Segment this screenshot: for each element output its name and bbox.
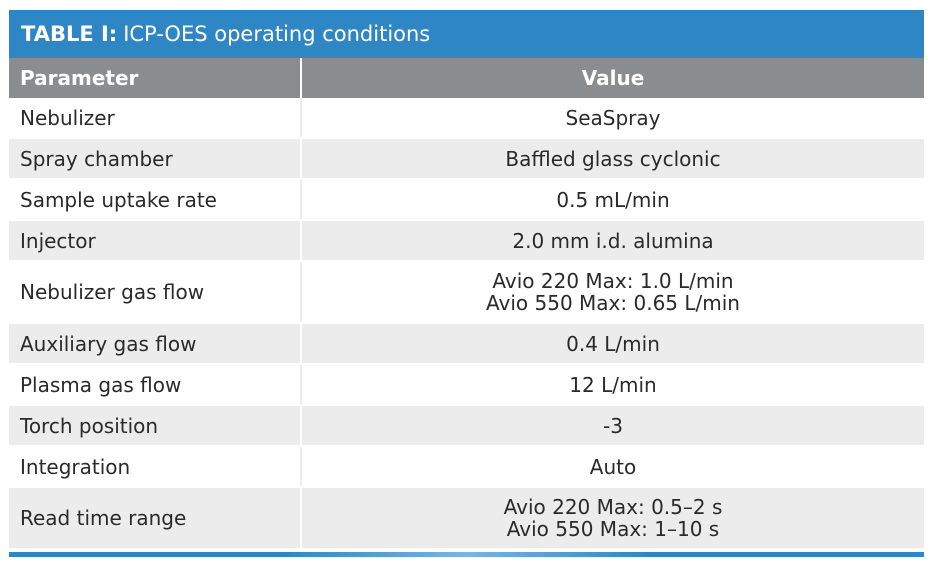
value-line: Avio 220 Max: 0.5–2 s [503,495,723,519]
value-cell: Avio 220 Max: 1.0 L/min Avio 550 Max: 0.6… [301,261,924,324]
parameter-cell: Read time range [9,487,302,550]
value-cell: SeaSpray [301,98,924,139]
value-cell: Baffled glass cyclonic [301,138,924,180]
table-row: Nebulizer gas flow Avio 220 Max: 1.0 L/mi… [9,261,924,324]
value-line: Avio 550 Max: 0.65 L/min [486,291,740,315]
value-cell: -3 [301,405,924,447]
value-line: 2.0 mm i.d. alumina [512,228,714,253]
table-title-text: ICP-OES operating conditions [123,22,431,46]
value-cell: Auto [301,446,924,488]
value-line: 0.5 mL/min [556,187,670,212]
value-line: SeaSpray [565,105,661,130]
value-line: Avio 220 Max: 1.0 L/min [492,269,734,293]
value-cell: Avio 220 Max: 0.5–2 s Avio 550 Max: 1–10 … [301,487,924,550]
value-line: 0.4 L/min [566,331,660,356]
parameter-cell: Torch position [9,405,302,447]
parameter-cell: Injector [9,220,302,262]
table-row: Spray chamber Baffled glass cyclonic [9,138,924,180]
parameter-cell: Sample uptake rate [9,179,302,221]
table-title-bar: TABLE I: ICP-OES operating conditions [9,10,924,58]
table-container: TABLE I: ICP-OES operating conditions Pa… [9,10,924,557]
operating-conditions-table: Parameter Value Nebulizer SeaSpray Spray c… [9,58,924,550]
table-row: Torch position -3 [9,405,924,447]
table-row: Read time range Avio 220 Max: 0.5–2 s Avio… [9,487,924,550]
value-line: 12 L/min [569,372,657,397]
parameter-cell: Nebulizer [9,98,302,139]
value-line: Auto [589,454,637,479]
parameter-cell: Auxiliary gas flow [9,323,302,365]
value-cell: 2.0 mm i.d. alumina [301,220,924,262]
table-row: Plasma gas flow 12 L/min [9,364,924,406]
table-row: Integration Auto [9,446,924,488]
table-body: Nebulizer SeaSpray Spray chamber Baffled gl… [9,98,924,550]
column-header-value: Value [301,58,924,98]
table-row: Sample uptake rate 0.5 mL/min [9,179,924,221]
value-line: Avio 550 Max: 1–10 s [506,517,720,541]
table-row: Nebulizer SeaSpray [9,98,924,139]
parameter-cell: Integration [9,446,302,488]
bottom-rule [9,552,924,557]
table-row: Auxiliary gas flow 0.4 L/min [9,323,924,365]
value-cell: 0.5 mL/min [301,179,924,221]
parameter-cell: Plasma gas flow [9,364,302,406]
value-line: -3 [603,413,623,438]
value-cell: 0.4 L/min [301,323,924,365]
value-line: Baffled glass cyclonic [505,146,721,171]
table-row: Injector 2.0 mm i.d. alumina [9,220,924,262]
value-cell: 12 L/min [301,364,924,406]
table-title-label: TABLE I: [21,22,118,46]
header-row: Parameter Value [9,58,924,98]
parameter-cell: Spray chamber [9,138,302,180]
parameter-cell: Nebulizer gas flow [9,261,302,324]
column-header-parameter: Parameter [9,58,302,98]
